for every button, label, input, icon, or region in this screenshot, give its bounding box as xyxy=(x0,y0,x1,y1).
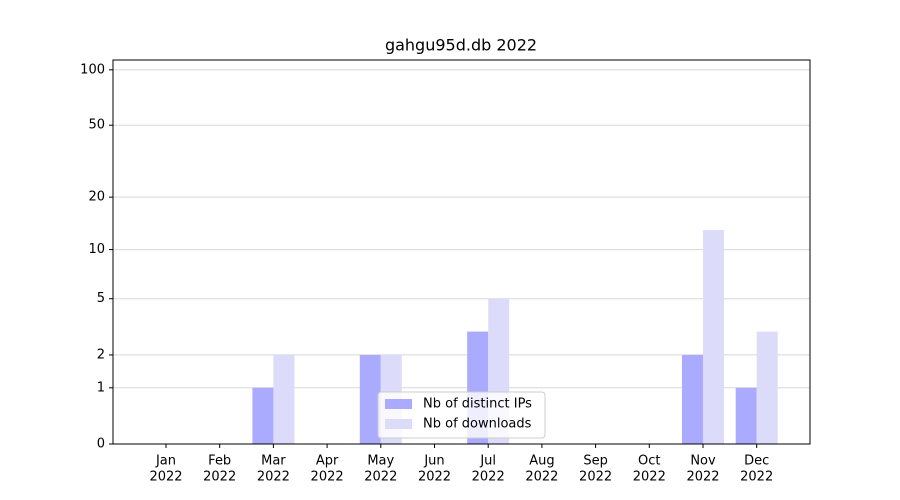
y-tick-label: 50 xyxy=(88,118,105,133)
legend xyxy=(377,391,546,439)
x-tick-label: 2022 xyxy=(633,470,666,485)
y-tick-label: 100 xyxy=(80,62,105,77)
x-tick-label: 2022 xyxy=(149,470,182,485)
x-tick-label: 2022 xyxy=(579,470,612,485)
x-tick-label: 2022 xyxy=(364,470,397,485)
y-tick-label: 5 xyxy=(97,291,105,306)
x-tick-label: 2022 xyxy=(686,470,719,485)
x-tick-label: Mar xyxy=(261,454,286,469)
x-tick-label: Apr xyxy=(316,454,339,469)
y-tick-label: 1 xyxy=(97,380,105,395)
bar xyxy=(735,387,757,444)
bar xyxy=(703,230,724,444)
x-tick-label: Nov xyxy=(690,454,716,469)
x-tick-label: 2022 xyxy=(257,470,290,485)
legend-swatch xyxy=(385,419,412,429)
x-tick-label: 2022 xyxy=(472,470,505,485)
x-tick-label: 2022 xyxy=(418,470,451,485)
y-tick-label: 2 xyxy=(97,347,105,362)
chart-title: gahgu95d.db 2022 xyxy=(385,36,537,55)
bar xyxy=(756,331,778,444)
x-tick-label: Oct xyxy=(638,454,660,469)
x-tick-label: Jun xyxy=(423,454,444,469)
legend-label: Nb of distinct IPs xyxy=(423,397,532,412)
legend-label: Nb of downloads xyxy=(423,417,532,432)
x-tick-label: Dec xyxy=(744,454,769,469)
bar xyxy=(682,354,703,444)
x-tick-label: Jan xyxy=(155,454,176,469)
x-tick-label: Aug xyxy=(529,454,554,469)
x-tick-label: May xyxy=(367,454,394,469)
x-tick-label: Sep xyxy=(583,454,608,469)
bar xyxy=(252,387,274,444)
x-tick-label: 2022 xyxy=(311,470,344,485)
x-tick-label: 2022 xyxy=(203,470,236,485)
x-tick-label: Jul xyxy=(479,454,496,469)
x-tick-label: 2022 xyxy=(740,470,773,485)
y-tick-label: 10 xyxy=(88,242,105,257)
x-tick-label: 2022 xyxy=(525,470,558,485)
bar xyxy=(359,354,381,444)
y-tick-label: 20 xyxy=(88,190,105,205)
y-tick-label: 0 xyxy=(97,437,105,452)
plot-frame xyxy=(112,59,811,445)
x-tick-label: Feb xyxy=(208,454,231,469)
bar xyxy=(273,354,295,444)
legend-swatch xyxy=(385,399,412,409)
